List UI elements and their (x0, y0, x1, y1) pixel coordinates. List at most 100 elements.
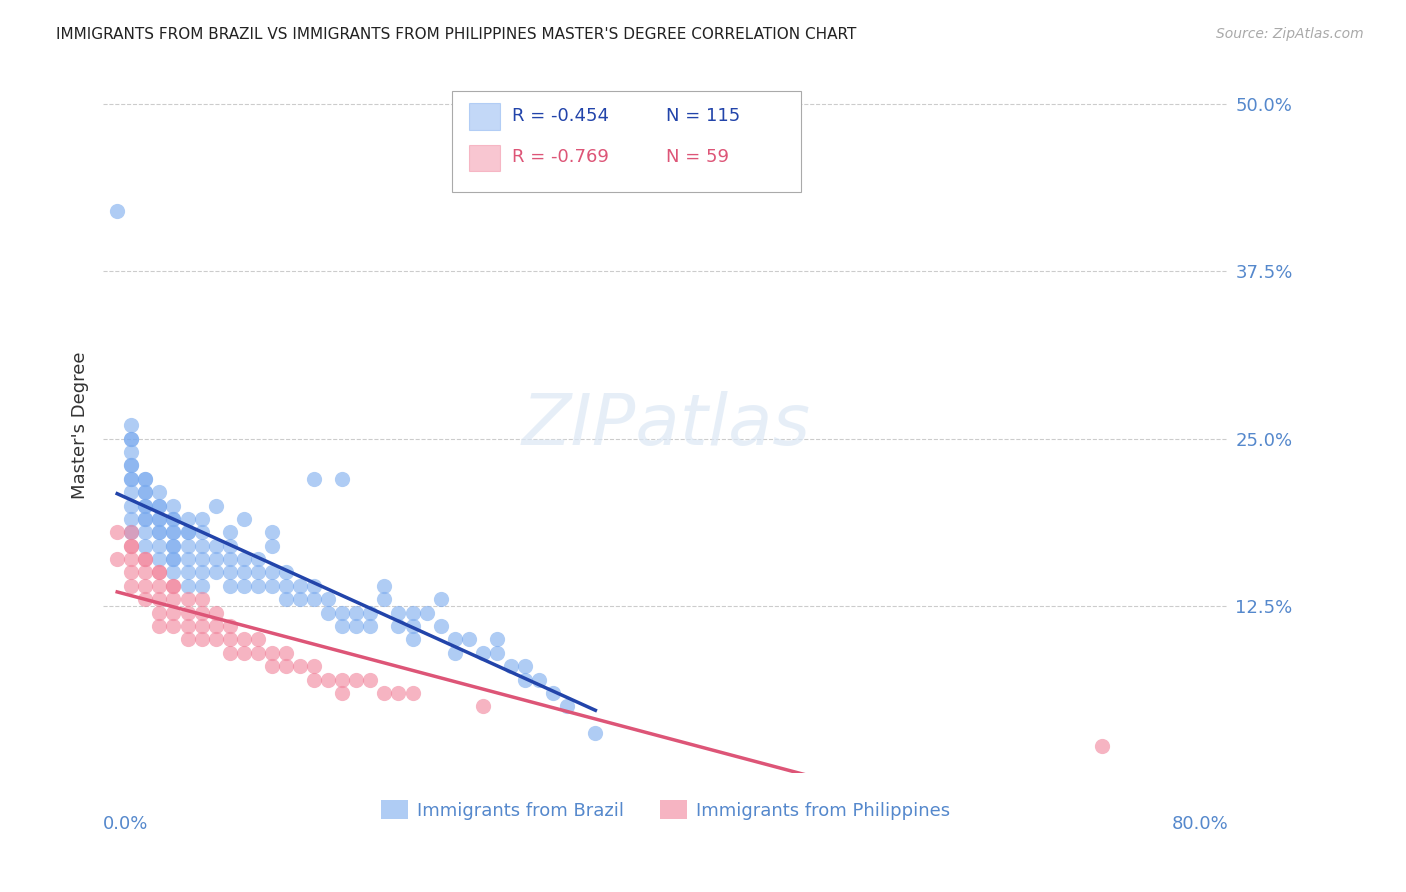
Point (232, 632, 254, 647)
Point (204, 552, 226, 566)
Point (120, 485, 142, 500)
Point (190, 632, 212, 647)
Point (344, 606, 367, 620)
Legend: Immigrants from Brazil, Immigrants from Philippines: Immigrants from Brazil, Immigrants from … (374, 793, 957, 827)
Point (176, 525, 198, 540)
Point (218, 579, 240, 593)
Point (443, 646, 465, 660)
Point (176, 579, 198, 593)
Point (1091, 739, 1114, 754)
Point (162, 512, 184, 526)
Point (359, 619, 381, 633)
Point (134, 472, 156, 486)
Point (148, 539, 170, 553)
Point (330, 606, 353, 620)
Point (162, 512, 184, 526)
Point (134, 512, 156, 526)
Point (330, 686, 353, 700)
Point (316, 592, 339, 607)
Point (120, 512, 142, 526)
Point (148, 485, 170, 500)
Point (120, 499, 142, 513)
Point (120, 579, 142, 593)
Point (190, 525, 212, 540)
Point (120, 445, 142, 459)
Point (148, 552, 170, 566)
Point (204, 499, 226, 513)
Point (120, 539, 142, 553)
Point (148, 566, 170, 580)
Point (176, 592, 198, 607)
Point (274, 592, 297, 607)
Point (162, 539, 184, 553)
Point (583, 726, 606, 740)
Point (134, 525, 156, 540)
Point (176, 512, 198, 526)
Point (288, 659, 311, 673)
Point (120, 525, 142, 540)
Point (105, 525, 128, 540)
Point (513, 673, 536, 687)
Point (218, 619, 240, 633)
Bar (468, 145, 501, 171)
Point (120, 472, 142, 486)
Point (274, 579, 297, 593)
Point (457, 632, 479, 647)
Point (499, 659, 522, 673)
Point (246, 552, 269, 566)
Point (134, 552, 156, 566)
Point (260, 659, 283, 673)
Point (274, 659, 297, 673)
Point (162, 539, 184, 553)
Point (330, 472, 353, 486)
Point (218, 539, 240, 553)
Point (401, 632, 423, 647)
Point (316, 673, 339, 687)
Text: N = 115: N = 115 (665, 107, 740, 125)
Point (359, 673, 381, 687)
Y-axis label: Master's Degree: Master's Degree (72, 351, 89, 499)
Point (190, 606, 212, 620)
Point (316, 606, 339, 620)
Point (302, 659, 325, 673)
Point (246, 632, 269, 647)
Point (148, 566, 170, 580)
Point (232, 646, 254, 660)
Point (162, 525, 184, 540)
Point (373, 686, 395, 700)
Point (246, 579, 269, 593)
Point (162, 499, 184, 513)
Point (204, 566, 226, 580)
Point (162, 619, 184, 633)
Point (302, 472, 325, 486)
Point (401, 606, 423, 620)
Point (204, 632, 226, 647)
Point (387, 619, 409, 633)
Point (105, 204, 128, 219)
Point (134, 566, 156, 580)
Point (134, 499, 156, 513)
Text: N = 59: N = 59 (665, 148, 728, 167)
Point (120, 525, 142, 540)
Point (471, 699, 494, 714)
Point (260, 566, 283, 580)
Point (134, 592, 156, 607)
Point (204, 539, 226, 553)
Point (218, 566, 240, 580)
Point (120, 432, 142, 446)
Text: ZIPatlas: ZIPatlas (522, 391, 810, 459)
Point (302, 592, 325, 607)
Point (344, 673, 367, 687)
Point (415, 606, 437, 620)
Point (148, 525, 170, 540)
Point (134, 579, 156, 593)
Point (246, 646, 269, 660)
Point (148, 579, 170, 593)
Point (148, 512, 170, 526)
Point (162, 525, 184, 540)
Point (134, 552, 156, 566)
Point (344, 619, 367, 633)
Point (429, 592, 451, 607)
Point (176, 606, 198, 620)
Point (302, 579, 325, 593)
